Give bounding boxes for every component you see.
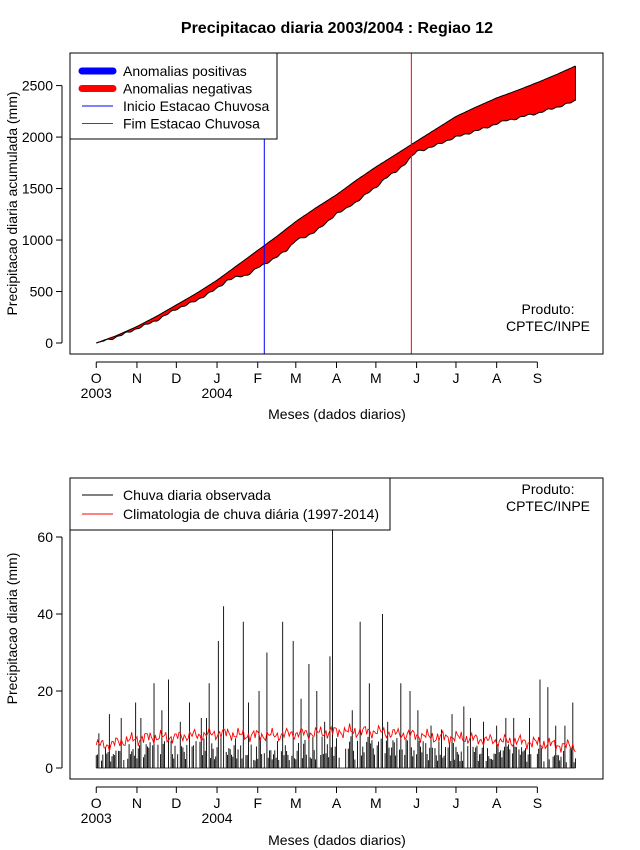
product-source: CPTEC/INPE bbox=[506, 498, 590, 514]
x-tick-label: A bbox=[492, 795, 502, 811]
y-axis-title: Precipitacao diaria acumulada (mm) bbox=[4, 91, 20, 315]
climatology-daily-line bbox=[95, 723, 576, 753]
chart-title: Precipitacao diaria 2003/2004 : Regiao 1… bbox=[181, 20, 493, 37]
legend-box bbox=[69, 52, 278, 140]
x-tick-label: M bbox=[370, 370, 382, 386]
x-tick-label: D bbox=[171, 370, 181, 386]
climatology-accumulated-line bbox=[96, 65, 576, 344]
y-tick-label: 40 bbox=[37, 606, 53, 622]
legend-label: Anomalias positivas bbox=[123, 63, 247, 79]
legend-label: Fim Estacao Chuvosa bbox=[123, 116, 260, 132]
x-tick-label: D bbox=[171, 795, 181, 811]
x-tick-label: A bbox=[332, 795, 342, 811]
legend-label: Climatologia de chuva diária (1997-2014) bbox=[123, 506, 379, 522]
x-tick-label: S bbox=[533, 370, 542, 386]
legend: Anomalias positivas Anomalias negativasIn… bbox=[69, 52, 278, 140]
x-tick-label: A bbox=[492, 370, 502, 386]
x-tick-year: 2003 bbox=[81, 810, 112, 826]
x-tick-label: F bbox=[253, 370, 262, 386]
x-tick-year: 2003 bbox=[81, 385, 112, 401]
x-tick-label: J bbox=[214, 370, 221, 386]
x-tick-label: J bbox=[452, 370, 459, 386]
x-tick-label: O bbox=[91, 370, 102, 386]
x-tick-label: M bbox=[290, 795, 302, 811]
product-source: CPTEC/INPE bbox=[506, 318, 590, 334]
y-tick-label: 500 bbox=[30, 284, 54, 300]
x-tick-label: N bbox=[132, 795, 142, 811]
x-axis-title: Meses (dados diarios) bbox=[268, 406, 406, 422]
legend-label: Anomalias negativas bbox=[123, 81, 252, 97]
x-tick-label: J bbox=[413, 370, 420, 386]
x-tick-label: J bbox=[452, 795, 459, 811]
x-tick-label: O bbox=[91, 795, 102, 811]
legend-box bbox=[69, 477, 391, 531]
x-tick-label: J bbox=[214, 795, 221, 811]
x-tick-label: M bbox=[370, 795, 382, 811]
y-tick-label: 1000 bbox=[22, 232, 53, 248]
product-label: Produto: bbox=[522, 301, 575, 317]
x-tick-year: 2004 bbox=[201, 385, 232, 401]
legend-label: Chuva diaria observada bbox=[123, 487, 271, 503]
y-tick-label: 20 bbox=[37, 683, 53, 699]
y-tick-label: 0 bbox=[45, 760, 53, 776]
x-tick-year: 2004 bbox=[201, 810, 232, 826]
y-axis-title: Precipitacao diaria (mm) bbox=[4, 553, 20, 705]
daily-rain-bars bbox=[95, 490, 576, 768]
y-tick-label: 0 bbox=[45, 335, 53, 351]
x-tick-label: S bbox=[533, 795, 542, 811]
legend: Chuva diaria observada Climatologia de ch… bbox=[69, 477, 391, 531]
product-label: Produto: bbox=[522, 481, 575, 497]
y-tick-label: 60 bbox=[37, 529, 53, 545]
observed-accumulated-line bbox=[96, 99, 576, 344]
x-tick-label: F bbox=[253, 795, 262, 811]
y-tick-label: 1500 bbox=[22, 181, 53, 197]
negative-anomaly-area bbox=[96, 66, 576, 343]
plot-frame bbox=[69, 52, 604, 355]
x-tick-label: J bbox=[413, 795, 420, 811]
x-axis-title: Meses (dados diarios) bbox=[268, 832, 406, 848]
accumulated-precip-panel: Precipitacao diaria 2003/2004 : Regiao 1… bbox=[4, 20, 604, 422]
y-tick-label: 2500 bbox=[22, 78, 53, 94]
y-tick-label: 2000 bbox=[22, 129, 53, 145]
legend-label: Inicio Estacao Chuvosa bbox=[123, 98, 270, 114]
x-tick-label: A bbox=[332, 370, 342, 386]
x-tick-label: N bbox=[132, 370, 142, 386]
x-tick-label: M bbox=[290, 370, 302, 386]
